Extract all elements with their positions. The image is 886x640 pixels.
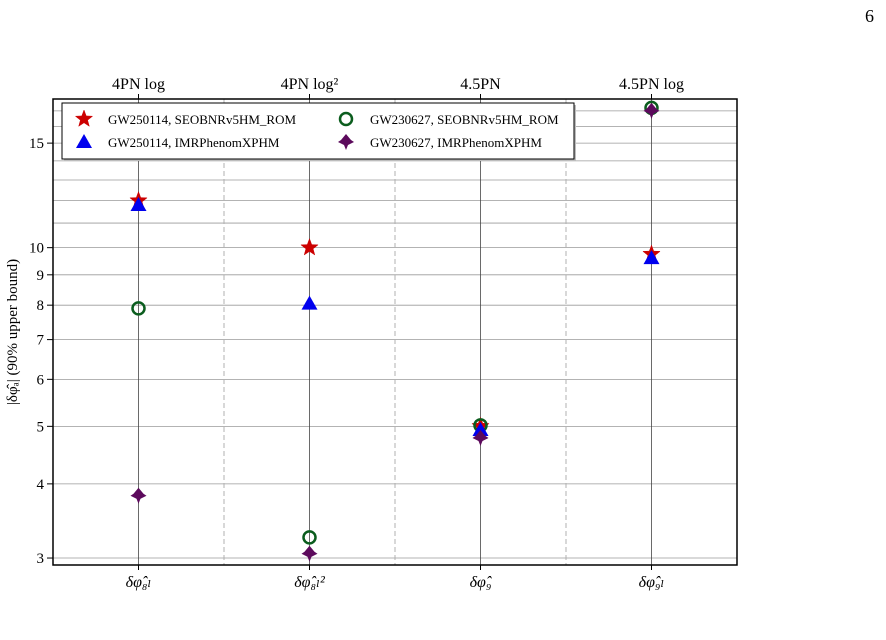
data-point	[130, 196, 147, 211]
top-axis-label: 4.5PN	[460, 76, 501, 93]
grid	[53, 99, 737, 565]
data-point	[301, 545, 318, 562]
legend-label: GW230627, IMRPhenomXPHM	[370, 135, 542, 150]
y-tick-label: 4	[37, 477, 45, 493]
top-axis-label: 4PN log²	[281, 76, 339, 93]
plot-frame	[52, 98, 738, 566]
data-point	[131, 301, 146, 316]
legend-label: GW250114, IMRPhenomXPHM	[108, 135, 280, 150]
y-tick-label: 3	[37, 551, 45, 567]
top-axis-labels: 4PN log 4PN log² 4.5PN 4.5PN log	[112, 76, 684, 99]
top-axis-label: 4PN log	[112, 76, 165, 93]
data-point	[130, 487, 147, 504]
y-tick-label: 5	[37, 419, 45, 435]
data-point	[472, 421, 489, 436]
data-point	[472, 429, 489, 446]
category-lines	[138, 99, 652, 565]
legend-label: GW250114, SEOBNRv5HM_ROM	[108, 112, 296, 127]
y-tick-label: 8	[37, 298, 45, 314]
y-tick-label: 9	[37, 268, 45, 284]
data-point	[300, 237, 319, 256]
data-point	[301, 295, 318, 310]
legend: GW250114, SEOBNRv5HM_ROM GW250114, IMRPhe…	[61, 102, 576, 161]
data-points	[129, 100, 661, 562]
y-axis-label: |δφ̂ₐ| (90% upper bound)	[5, 259, 21, 405]
y-tick-label: 7	[37, 333, 45, 349]
legend-label: GW230627, SEOBNRv5HM_ROM	[370, 112, 559, 127]
legend-marker	[338, 134, 354, 150]
y-tick-label: 15	[29, 136, 44, 152]
x-tick-label: δφ̂₈ₗ²	[294, 574, 326, 591]
x-tick-label: δφ̂₉	[470, 574, 492, 591]
y-axis-ticks: 3 4 5 6 7 8 9 10 15	[29, 136, 53, 567]
y-tick-label: 10	[29, 241, 44, 257]
data-point	[302, 530, 317, 545]
data-point	[643, 102, 660, 119]
x-axis-labels: δφ̂₈ₗ δφ̂₈ₗ² δφ̂₉ δφ̂₉ₗ	[126, 565, 665, 591]
legend-marker	[338, 111, 354, 127]
x-tick-label: δφ̂₉ₗ	[639, 574, 665, 591]
x-tick-label: δφ̂₈ₗ	[126, 574, 152, 591]
legend-box	[61, 102, 575, 160]
legend-marker	[74, 109, 94, 127]
page-number: 6	[865, 6, 874, 26]
legend-marker	[76, 134, 92, 148]
top-axis-label: 4.5PN log	[619, 76, 684, 93]
y-tick-label: 6	[37, 372, 45, 388]
data-point	[643, 250, 660, 265]
